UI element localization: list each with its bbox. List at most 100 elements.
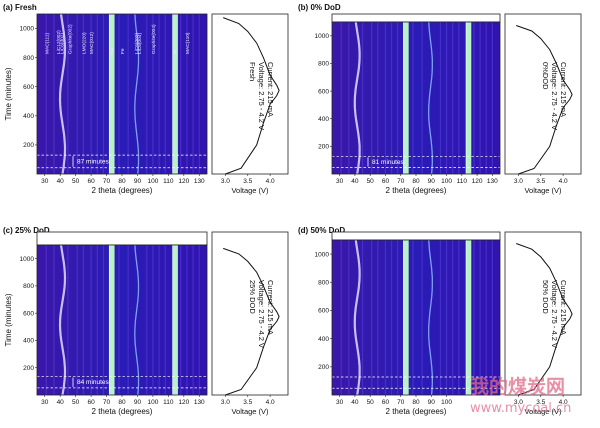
interval-label: 81 minutes	[372, 159, 405, 166]
x-tick-label: 70	[103, 178, 111, 185]
x-tick-label: 130	[194, 399, 205, 406]
voltage-curve	[223, 247, 280, 396]
y-tick-label: 600	[318, 308, 329, 315]
x-tick-label: 40	[57, 399, 65, 406]
y-tick-label: 1000	[315, 251, 330, 258]
y-tick-label: 200	[23, 142, 34, 149]
reflection-label: Fe	[120, 48, 126, 54]
bright-band	[466, 22, 472, 174]
x-tick-label: 30	[41, 178, 49, 185]
voltage-curve	[223, 17, 280, 175]
x-tick-label: 80	[412, 178, 420, 185]
x-tick-label: 110	[457, 178, 468, 185]
reflection-label: LMO(220)	[81, 32, 87, 54]
x-tick-label: 40	[351, 399, 359, 406]
voltage-axis-label: Voltage (V)	[524, 407, 562, 416]
voltage-x-tick-label: 3.0	[221, 178, 230, 185]
x-tick-label: 110	[163, 178, 174, 185]
x-tick-label: 60	[87, 178, 95, 185]
x-tick-label: 90	[134, 178, 142, 185]
voltage-frame	[211, 13, 289, 175]
x-tick-label: 70	[397, 178, 405, 185]
panel-3: (c) 25% DoD 84 minutes 30 40 50 60 70 80 90 100 11…	[3, 226, 289, 416]
panel-2: (b) 0% DoD 81 minutes 30 40 50 60 70 80 90 100 110…	[298, 3, 582, 195]
voltage-x-tick-label: 3.0	[514, 178, 523, 185]
bright-band	[109, 245, 115, 395]
y-tick-label: 800	[23, 283, 34, 290]
voltage-x-tick-label: 4.0	[266, 399, 275, 406]
voltage-annotation: Current: 215 mA	[559, 280, 568, 335]
lic6-peak-trace	[58, 13, 67, 175]
x-tick-label: 130	[194, 178, 205, 185]
x-tick-label: 50	[72, 178, 80, 185]
x-axis-label: 2 theta (degrees)	[386, 407, 447, 416]
x-tick-label: 30	[41, 399, 49, 406]
voltage-annotation: Current: 215 mA	[559, 62, 568, 117]
x-tick-label: 60	[87, 399, 95, 406]
reflection-label: MAC(111)	[44, 32, 50, 54]
watermark-url: www.mycoal.cn	[470, 401, 571, 416]
lic6-004-peak-trace	[134, 244, 140, 396]
y-tick-label: 600	[23, 310, 34, 317]
x-tick-label: 30	[336, 399, 344, 406]
y-tick-label: 200	[318, 144, 329, 151]
y-tick-label: 600	[318, 88, 329, 95]
voltage-annotation: 50% DOD	[541, 280, 550, 314]
reflection-label: LiC6(002)	[60, 33, 66, 54]
reflection-label: LiC6(004)	[137, 33, 143, 54]
voltage-annotation: Voltage: 2.75 - 4.2 V	[257, 280, 266, 348]
x-tick-label: 80	[118, 178, 126, 185]
bright-band	[172, 14, 178, 174]
lic6-004-peak-trace	[428, 21, 433, 175]
x-tick-label: 40	[57, 178, 65, 185]
x-tick-label: 120	[178, 399, 189, 406]
voltage-annotation: Fresh	[248, 62, 257, 81]
reflection-label: Graphite(002)	[67, 24, 73, 54]
voltage-frame	[504, 13, 582, 175]
lic6-peak-trace	[353, 21, 361, 175]
reflection-label: LiC6(002)	[134, 33, 140, 54]
x-tick-label: 100	[147, 399, 158, 406]
lic6-peak-trace	[58, 244, 67, 396]
heatmap-top-blank	[331, 13, 501, 23]
voltage-axis-label: Voltage (V)	[231, 407, 269, 416]
y-tick-label: 400	[318, 336, 329, 343]
x-tick-label: 60	[382, 399, 390, 406]
x-tick-label: 80	[118, 399, 126, 406]
lic6-004-peak-trace	[134, 13, 140, 175]
x-tick-label: 90	[134, 399, 142, 406]
bright-band	[172, 245, 178, 395]
watermark: 我的煤炭网 www.mycoal.cn	[470, 375, 571, 416]
x-axis-label: 2 theta (degrees)	[92, 186, 153, 195]
x-tick-label: 50	[367, 399, 375, 406]
voltage-annotation: Current: 215 mA	[266, 280, 275, 335]
voltage-x-tick-label: 4.0	[266, 178, 275, 185]
voltage-annotation: Voltage: 2.75 - 4.2 V	[550, 280, 559, 348]
x-tick-label: 110	[163, 399, 174, 406]
y-axis-label: Time (minutes)	[4, 293, 13, 346]
y-tick-label: 600	[23, 84, 34, 91]
panel-title: (d) 50% DoD	[298, 226, 345, 235]
x-tick-label: 100	[441, 178, 452, 185]
voltage-axis-label: Voltage (V)	[524, 186, 562, 195]
x-axis-label: 2 theta (degrees)	[386, 186, 447, 195]
reflection-label: W	[173, 49, 179, 54]
x-tick-label: 40	[351, 178, 359, 185]
y-tick-label: 200	[318, 364, 329, 371]
x-axis-label: 2 theta (degrees)	[92, 407, 153, 416]
y-tick-label: 400	[318, 116, 329, 123]
heatmap-top-blank	[36, 231, 208, 246]
heatmap-background	[37, 245, 207, 395]
voltage-annotation: Current: 215 mA	[266, 62, 275, 117]
bright-band	[403, 22, 409, 174]
voltage-x-tick-label: 3.5	[243, 178, 252, 185]
y-tick-label: 800	[318, 61, 329, 68]
bright-band	[403, 240, 409, 395]
heatmap-background	[332, 240, 500, 395]
bright-band	[466, 240, 472, 395]
x-tick-label: 130	[487, 178, 498, 185]
x-tick-label: 100	[147, 178, 158, 185]
x-tick-label: 90	[428, 399, 436, 406]
x-tick-label: 70	[397, 399, 405, 406]
